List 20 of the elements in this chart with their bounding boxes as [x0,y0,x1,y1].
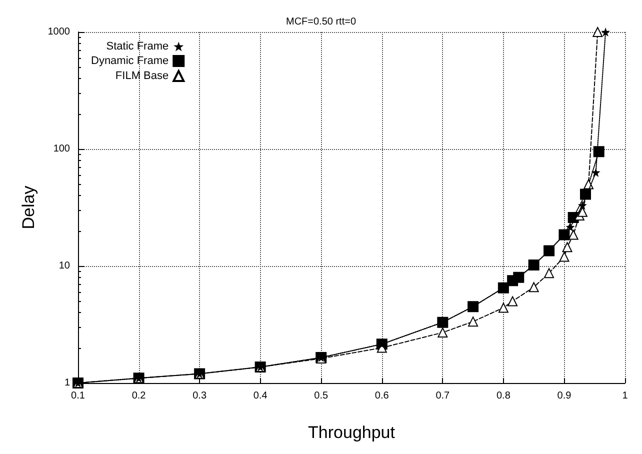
y-tick-label: 1000 [48,26,70,38]
legend-label: Dynamic Frame [91,55,169,67]
x-tick-label: 0.9 [557,390,572,402]
y-tick-label: 10 [58,260,70,272]
x-tick-label: 0.4 [253,390,268,402]
y-axis-title: Delay [18,185,38,230]
legend-label: FILM Base [115,70,169,82]
x-axis-title: Throughput [308,423,396,442]
x-tick-label: 0.2 [132,390,146,402]
y-tick-label: 1 [64,378,70,388]
legend-label: Static Frame [106,40,169,52]
x-tick-label: 0.5 [314,390,328,402]
y-tick-label: 100 [53,144,70,154]
chart-title: MCF=0.50 rtt=0 [286,16,356,28]
x-tick-label: 1 [622,390,628,402]
x-tick-label: 0.3 [192,390,207,402]
x-tick-label: 0.8 [496,390,511,402]
x-tick-label: 0.1 [71,390,86,402]
x-tick-label: 0.7 [436,390,450,402]
x-tick-label: 0.6 [374,390,390,402]
